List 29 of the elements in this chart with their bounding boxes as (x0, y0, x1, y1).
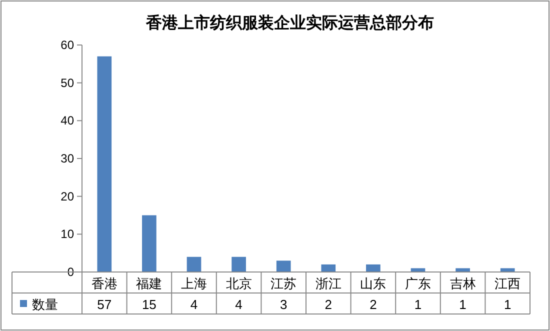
data-label: 2 (370, 297, 377, 312)
x-tick-label: 广东 (405, 276, 431, 291)
x-tick-label: 浙江 (315, 276, 342, 291)
legend: 数量 (20, 297, 58, 312)
y-tick-label: 40 (60, 114, 74, 128)
x-tick-label: 香港 (91, 276, 118, 291)
data-label: 1 (504, 297, 512, 312)
data-label: 1 (459, 297, 466, 312)
y-tick-label: 50 (60, 76, 74, 90)
y-tick-label: 20 (60, 189, 74, 204)
x-tick-label: 江苏 (270, 276, 297, 291)
x-tick-label: 山东 (360, 276, 386, 291)
data-label: 2 (324, 297, 332, 312)
data-label: 1 (414, 297, 422, 312)
x-tick-label: 北京 (226, 276, 252, 291)
x-tick-label: 江西 (494, 276, 521, 291)
data-label: 3 (280, 297, 288, 312)
y-tick-label: 10 (60, 227, 74, 242)
y-tick-label: 30 (60, 152, 74, 166)
x-tick-label: 上海 (181, 276, 207, 291)
legend-label: 数量 (32, 297, 58, 312)
x-tick-label: 吉林 (450, 276, 476, 291)
data-label: 15 (142, 297, 156, 312)
y-tick-label: 60 (60, 38, 74, 52)
data-label: 57 (97, 297, 112, 312)
x-tick-label: 福建 (136, 276, 162, 291)
data-label: 4 (235, 297, 242, 312)
data-label: 4 (190, 297, 198, 312)
title: 香港上市纺织服装企业实际运营总部分布 (146, 15, 434, 32)
